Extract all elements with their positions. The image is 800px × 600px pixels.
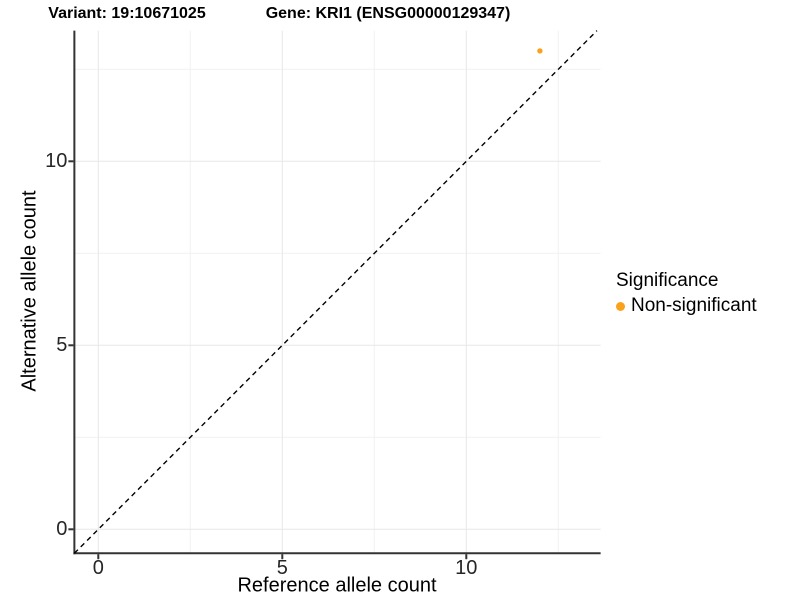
legend-point-marker-icon [616, 301, 625, 311]
y-tick-label: 0 [56, 518, 68, 541]
legend: Significance Non-significant [616, 270, 757, 317]
y-tick-label: 10 [45, 150, 68, 173]
identity-reference-line [73, 30, 598, 554]
y-tick-label: 5 [56, 334, 68, 357]
legend-title: Significance [616, 270, 719, 291]
data-point [537, 48, 543, 54]
x-tick-label: 10 [455, 557, 478, 580]
gene-title: Gene: KRI1 (ENSG00000129347) [265, 5, 511, 22]
x-tick-label: 5 [276, 557, 288, 580]
x-axis-title: Reference allele count [237, 574, 437, 597]
x-tick-label: 0 [92, 557, 104, 580]
legend-item-label: Non-significant [631, 295, 757, 316]
y-axis-title: Alternative allele count [18, 190, 41, 392]
legend-item: Non-significant [616, 295, 757, 317]
variant-title: Variant: 19:10671025 [48, 5, 206, 22]
